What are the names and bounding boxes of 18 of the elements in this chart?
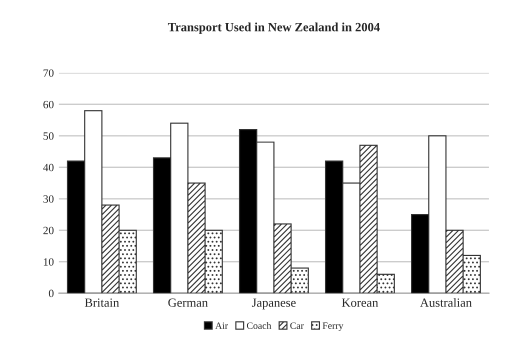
legend-label: Car bbox=[290, 322, 304, 329]
legend-label: Air bbox=[215, 322, 228, 329]
y-tick-label: 10 bbox=[44, 258, 54, 266]
y-tick-label: 0 bbox=[48, 290, 54, 298]
legend-label: Ferry bbox=[322, 322, 344, 331]
legend-label: Coach bbox=[246, 322, 272, 329]
x-tick-label: Britain bbox=[84, 298, 120, 307]
x-tick-label: Australian bbox=[420, 298, 472, 307]
y-tick-label: 20 bbox=[43, 226, 54, 234]
chart-title: Transport Used in New Zealand in 2004 bbox=[168, 22, 380, 34]
y-tick-label: 70 bbox=[44, 69, 54, 77]
x-tick-label: Japanese bbox=[252, 298, 296, 310]
x-tick-label: German bbox=[168, 298, 208, 307]
y-tick-label: 60 bbox=[43, 100, 54, 108]
y-tick-label: 40 bbox=[43, 164, 54, 172]
x-tick-label: Korean bbox=[342, 298, 378, 307]
y-tick-label: 50 bbox=[44, 132, 54, 140]
y-tick-label: 30 bbox=[43, 195, 54, 203]
